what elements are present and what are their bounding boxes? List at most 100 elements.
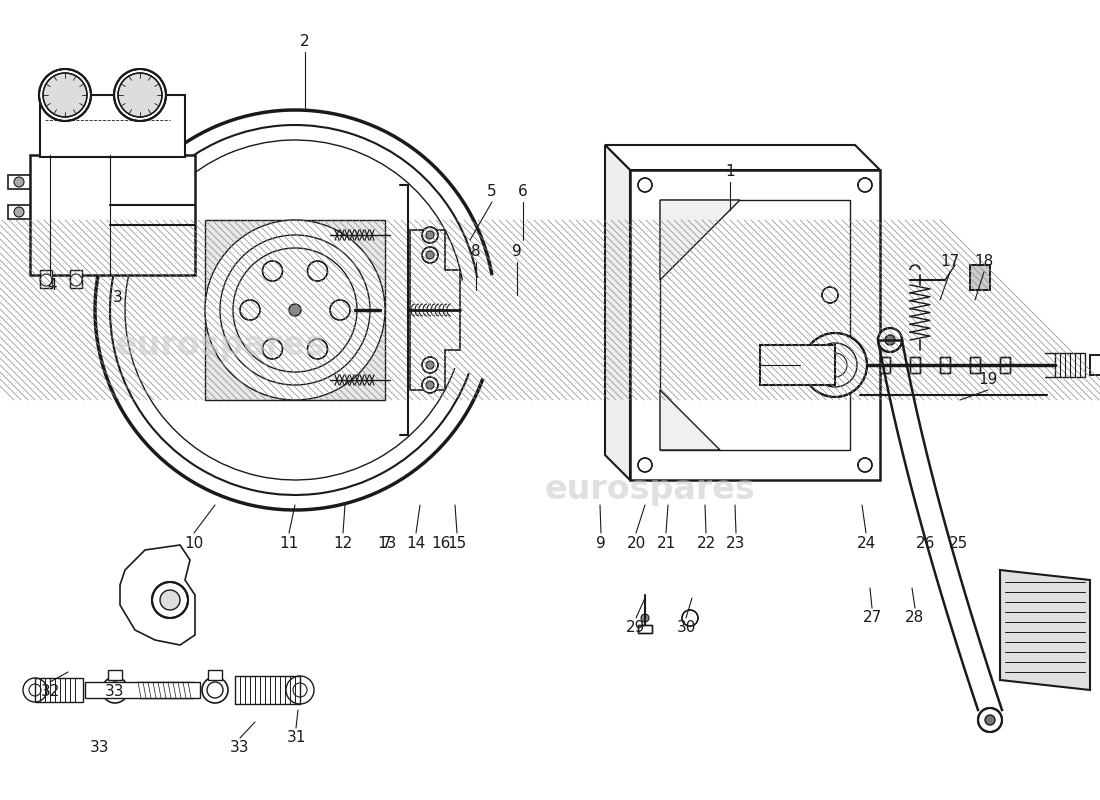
Bar [138,682,192,698]
Circle shape [308,261,328,281]
Text: 3: 3 [113,290,123,306]
Circle shape [426,251,434,259]
Bar [630,170,880,480]
Text: 15: 15 [448,535,466,550]
Text: 26: 26 [916,535,936,550]
Circle shape [114,69,166,121]
Text: 14: 14 [406,535,426,550]
Text: 8: 8 [471,245,481,259]
Circle shape [152,582,188,618]
Circle shape [984,715,996,725]
Circle shape [14,177,24,187]
Text: eurospares: eurospares [544,474,756,506]
Polygon shape [660,390,720,450]
Text: 28: 28 [905,610,925,626]
Circle shape [822,287,838,303]
Bar [970,357,980,373]
Circle shape [886,335,895,345]
Text: 12: 12 [333,535,353,550]
Text: 16: 16 [431,535,451,550]
Bar [940,357,950,373]
Text: 2: 2 [300,34,310,50]
Bar [1090,355,1100,375]
Circle shape [308,339,328,359]
Text: 17: 17 [940,254,959,270]
Circle shape [43,73,87,117]
Bar [880,357,890,373]
Circle shape [641,614,649,622]
Text: 22: 22 [696,535,716,550]
Bar [8,205,30,219]
Text: 10: 10 [185,535,204,550]
Bar [760,345,835,385]
Text: 32: 32 [41,685,59,699]
Bar [40,95,185,157]
Bar [1000,357,1010,373]
Text: 7: 7 [382,535,392,550]
Circle shape [330,300,350,320]
Bar [1000,357,1010,373]
Text: 27: 27 [862,610,881,626]
Circle shape [289,304,301,316]
Bar [940,357,950,373]
Circle shape [263,339,283,359]
Text: 5: 5 [487,185,497,199]
Circle shape [422,357,438,373]
Bar [205,220,385,400]
Text: 24: 24 [857,535,876,550]
Circle shape [426,231,434,239]
Bar [970,265,990,290]
Circle shape [858,458,872,472]
Text: 18: 18 [975,254,993,270]
Circle shape [426,381,434,389]
Text: 6: 6 [518,185,528,199]
Bar [70,270,82,288]
Text: 11: 11 [279,535,298,550]
Bar [235,676,300,704]
Bar [108,670,122,680]
Circle shape [160,590,180,610]
Text: 30: 30 [676,621,695,635]
Text: 13: 13 [377,535,397,550]
Circle shape [978,708,1002,732]
Bar [30,155,195,275]
Bar [638,625,652,633]
Bar [1090,355,1100,375]
Circle shape [858,178,872,192]
Circle shape [422,377,438,393]
Text: 21: 21 [657,535,675,550]
Text: 9: 9 [596,535,606,550]
Bar [208,670,222,680]
Circle shape [422,247,438,263]
Bar [910,357,920,373]
Bar [1055,353,1085,377]
Text: 33: 33 [90,741,110,755]
Text: 33: 33 [106,685,124,699]
Text: 23: 23 [726,535,746,550]
Text: 19: 19 [978,373,998,387]
Bar [35,678,82,702]
Bar [880,357,890,373]
Text: 31: 31 [286,730,306,746]
Text: 33: 33 [230,741,250,755]
Polygon shape [410,230,460,390]
Polygon shape [660,200,740,280]
Circle shape [14,207,24,217]
Polygon shape [605,145,630,480]
Circle shape [426,361,434,369]
Text: eurospares: eurospares [114,329,326,362]
Bar [910,357,920,373]
Polygon shape [120,545,195,645]
Circle shape [682,610,698,626]
Bar [638,625,652,633]
Text: 20: 20 [626,535,646,550]
Polygon shape [1000,570,1090,690]
Text: 9: 9 [513,245,521,259]
Bar [8,175,30,189]
Bar [85,682,200,698]
Text: 29: 29 [626,621,646,635]
Circle shape [638,458,652,472]
Circle shape [422,227,438,243]
Polygon shape [605,145,880,170]
Circle shape [803,333,867,397]
